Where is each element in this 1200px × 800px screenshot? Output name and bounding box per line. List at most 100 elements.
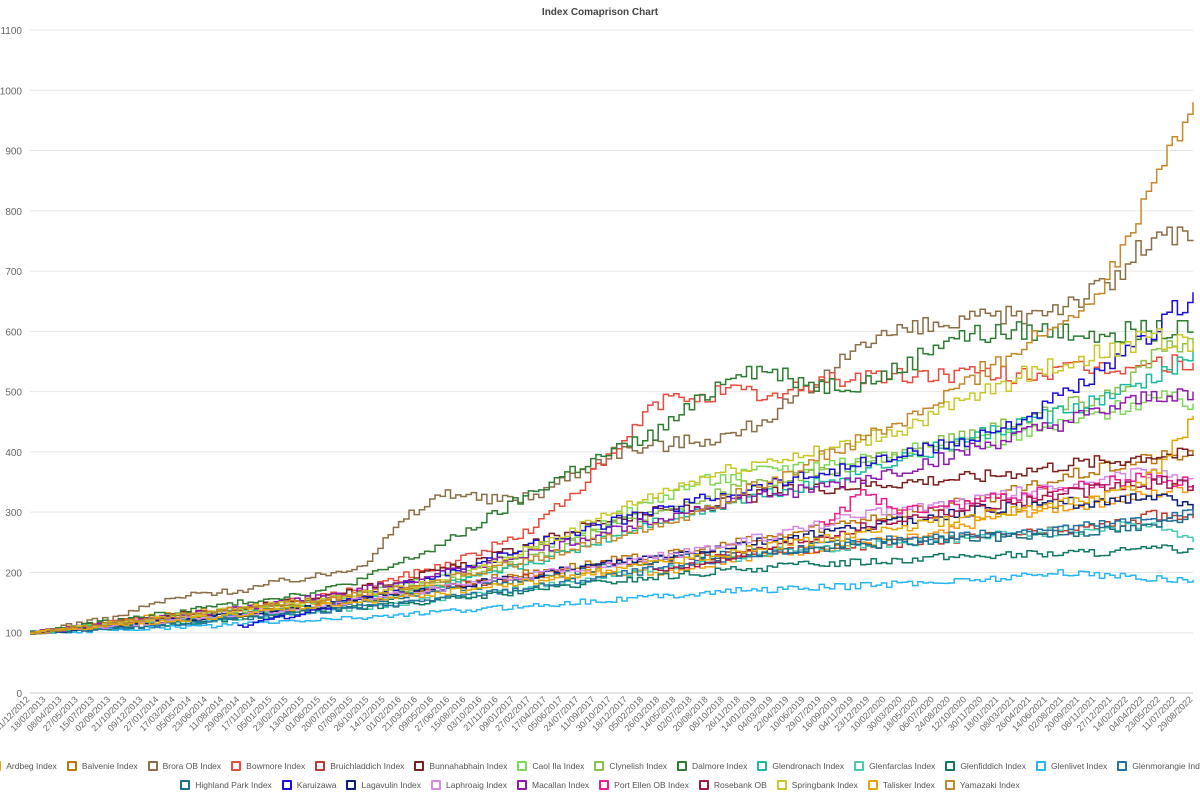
legend-swatch bbox=[231, 761, 242, 771]
legend-label: Ardbeg Index bbox=[6, 761, 57, 771]
legend-label: Glenmorangie Index bbox=[1132, 761, 1200, 771]
legend-swatch bbox=[517, 780, 527, 790]
legend-label: Bruichladdich Index bbox=[330, 761, 405, 771]
legend-item[interactable]: Port Ellen OB Index bbox=[599, 780, 689, 790]
legend-item[interactable]: Karuizawa bbox=[281, 780, 337, 790]
legend-swatch bbox=[944, 780, 955, 790]
legend-row-1: Ardbeg Index Balvenie Index Brora OB Index… bbox=[0, 761, 1200, 771]
legend-item[interactable]: Talisker Index bbox=[867, 780, 935, 790]
legend-item[interactable]: Glenfiddich Index bbox=[945, 761, 1026, 771]
legend-swatch bbox=[414, 761, 425, 771]
legend-label: Talisker Index bbox=[882, 780, 935, 790]
legend-label: Glenfiddich Index bbox=[960, 761, 1026, 771]
legend-label: Glenlivet Index bbox=[1051, 761, 1108, 771]
legend-item[interactable]: Rosebank OB bbox=[698, 780, 767, 790]
legend-label: Caol Ila Index bbox=[532, 761, 585, 771]
x-axis: 31/12/201218/02/201308/04/201327/05/2013… bbox=[0, 694, 1194, 733]
legend-swatch bbox=[281, 780, 292, 790]
legend-swatch bbox=[315, 761, 326, 771]
y-tick-label: 700 bbox=[5, 267, 22, 278]
legend-label: Bowmore Index bbox=[246, 761, 306, 771]
legend-swatch bbox=[854, 761, 865, 771]
y-tick-label: 400 bbox=[5, 448, 22, 459]
legend-item[interactable]: Laphroaig Index bbox=[431, 780, 507, 790]
series-line-brora-ob-index bbox=[30, 226, 1194, 633]
legend-swatch bbox=[147, 761, 158, 771]
legend-item[interactable]: Balvenie Index bbox=[66, 761, 138, 771]
legend-label: Lagavulin Index bbox=[361, 780, 422, 790]
legend-swatch bbox=[945, 761, 956, 771]
series-line-glenlivet-index bbox=[30, 569, 1194, 635]
y-tick-label: 800 bbox=[5, 207, 22, 218]
legend-label: Springbank Index bbox=[791, 780, 858, 790]
legend-swatch bbox=[1036, 761, 1046, 771]
legend-item[interactable]: Lagavulin Index bbox=[346, 780, 421, 790]
legend-swatch bbox=[594, 761, 605, 771]
legend-label: Laphroaig Index bbox=[446, 780, 507, 790]
series-line-dalmore-index bbox=[30, 319, 1194, 635]
legend-label: Balvenie Index bbox=[81, 761, 138, 771]
y-tick-label: 500 bbox=[5, 388, 22, 399]
legend-swatch bbox=[1117, 761, 1128, 771]
legend-item[interactable]: Glenmorangie Index bbox=[1117, 761, 1200, 771]
legend-label: Dalmore Index bbox=[692, 761, 748, 771]
legend-label: Port Ellen OB Index bbox=[614, 780, 689, 790]
legend-label: Rosebank OB bbox=[713, 780, 767, 790]
legend-swatch bbox=[66, 761, 77, 771]
legend-label: Bunnahabhain Index bbox=[429, 761, 508, 771]
legend-item[interactable]: Brora OB Index bbox=[147, 761, 222, 771]
legend-label: Yamazaki Index bbox=[959, 780, 1020, 790]
legend-swatch bbox=[346, 780, 357, 790]
grid-lines bbox=[30, 29, 1193, 694]
series-line-lagavulin-index bbox=[30, 493, 1194, 636]
legend-item[interactable]: Dalmore Index bbox=[677, 761, 747, 771]
legend-item[interactable]: Springbank Index bbox=[776, 780, 858, 790]
legend-swatch bbox=[698, 780, 709, 790]
legend-swatch bbox=[431, 780, 442, 790]
legend-item[interactable]: Glenfarclas Index bbox=[854, 761, 935, 771]
y-tick-label: 900 bbox=[5, 147, 22, 158]
legend-label: Highland Park Index bbox=[195, 780, 272, 790]
legend-item[interactable]: Ardbeg Index bbox=[0, 761, 57, 771]
legend-item[interactable]: Glendronach Index bbox=[757, 761, 844, 771]
legend-swatch bbox=[776, 780, 787, 790]
legend-item[interactable]: Bruichladdich Index bbox=[315, 761, 404, 771]
series-line-springbank-index bbox=[30, 328, 1194, 635]
legend-item[interactable]: Clynelish Index bbox=[594, 761, 667, 771]
y-tick-label: 0 bbox=[16, 689, 22, 700]
legend-swatch bbox=[517, 761, 528, 771]
legend-swatch bbox=[0, 761, 2, 771]
legend-item[interactable]: Macallan Index bbox=[517, 780, 589, 790]
y-axis: 0 100 200 300 400 500 600 700 800 900 1000 1100 bbox=[0, 26, 22, 700]
legend-item[interactable]: Highland Park Index bbox=[180, 780, 272, 790]
legend-label: Glendronach Index bbox=[772, 761, 845, 771]
legend-swatch bbox=[867, 780, 878, 790]
series-line-rosebank-ob bbox=[653, 475, 1194, 572]
legend-row-2: Highland Park Index Karuizawa Lagavulin In… bbox=[0, 780, 1200, 790]
legend-item[interactable]: Glenlivet Index bbox=[1036, 761, 1107, 771]
series-lines bbox=[30, 102, 1194, 636]
y-tick-label: 1100 bbox=[0, 26, 22, 37]
legend-label: Macallan Index bbox=[532, 780, 590, 790]
legend-label: Karuizawa bbox=[296, 780, 337, 790]
legend-swatch bbox=[757, 761, 768, 771]
chart-title: Index Comaprison Chart bbox=[541, 7, 659, 18]
legend-item[interactable]: Bowmore Index bbox=[231, 761, 305, 771]
legend-item[interactable]: Bunnahabhain Index bbox=[414, 761, 507, 771]
y-tick-label: 300 bbox=[5, 508, 22, 519]
legend-item[interactable]: Caol Ila Index bbox=[517, 761, 584, 771]
series-line-port-ellen-ob-index bbox=[819, 472, 1194, 525]
legend-swatch bbox=[599, 780, 610, 790]
legend-swatch bbox=[180, 780, 191, 790]
series-line-talisker-index bbox=[30, 415, 1194, 634]
legend-label: Clynelish Index bbox=[609, 761, 668, 771]
legend-label: Glenfarclas Index bbox=[869, 761, 936, 771]
legend-item[interactable]: Yamazaki Index bbox=[944, 780, 1020, 790]
series-line-karuizawa bbox=[237, 292, 1194, 628]
legend-swatch bbox=[677, 761, 688, 771]
legend-label: Brora OB Index bbox=[162, 761, 222, 771]
y-tick-label: 1000 bbox=[0, 86, 22, 97]
y-tick-label: 100 bbox=[5, 629, 22, 640]
y-tick-label: 600 bbox=[5, 327, 22, 338]
